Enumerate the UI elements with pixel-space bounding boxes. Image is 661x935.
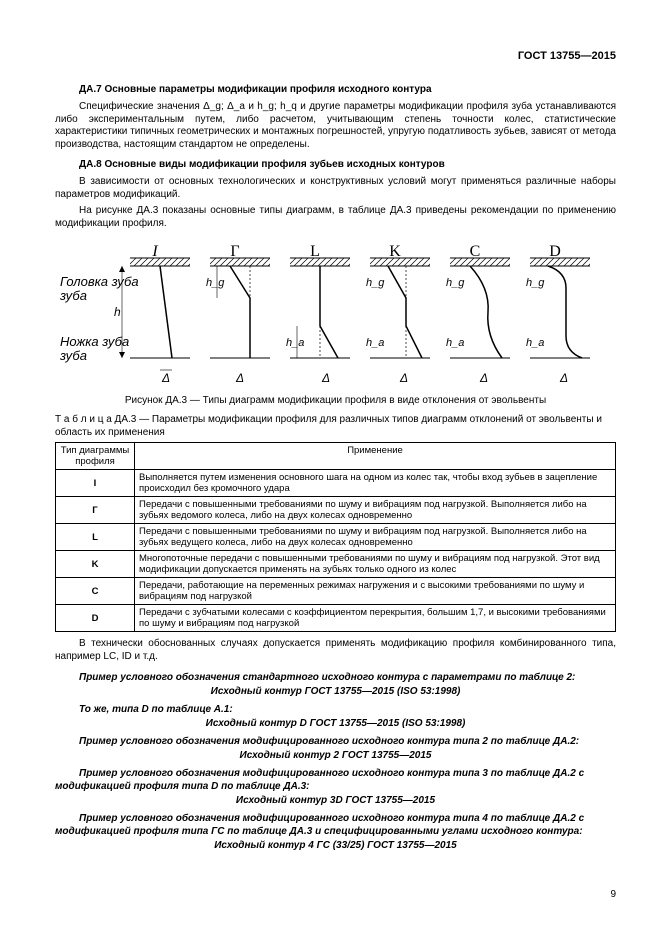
example-designation: Исходный контур 3D ГОСТ 13755—2015 (55, 795, 616, 806)
section-da7-para: Специфические значения Δ_g; Δ_a и h_g; h… (55, 101, 616, 151)
table-cell-type: D (56, 605, 135, 632)
sym-h: h (114, 305, 121, 319)
figure-da3: Головка зуба зуба Ножка зуба зуба I (55, 238, 616, 406)
profile-diagrams-svg: Головка зуба зуба Ножка зуба зуба I (55, 238, 615, 388)
side-label-bottom: Ножка зуба (60, 334, 129, 349)
sym-hg-1: h_g (206, 277, 225, 289)
table-row: DПередачи с зубчатыми колесами с коэффиц… (56, 605, 616, 632)
table-cell-application: Передачи с повышенными требованиями по ш… (135, 524, 616, 551)
table-cell-type: K (56, 551, 135, 578)
profile-letter-K: K (389, 243, 401, 260)
profile-letter-D: D (549, 243, 561, 260)
table-cell-type: C (56, 578, 135, 605)
example-heading: Пример условного обозначения модифициров… (55, 767, 616, 793)
profile-letter-I: I (151, 243, 158, 260)
sym-ha-1: h_a (286, 337, 304, 349)
page-number: 9 (610, 889, 616, 900)
example-heading: Пример условного обозначения модифициров… (55, 812, 616, 838)
examples-block: Пример условного обозначения стандартног… (55, 671, 616, 851)
figure-caption: Рисунок ДА.3 — Типы диаграмм модификации… (55, 395, 616, 406)
table-row: KМногопоточные передачи с повышенными тр… (56, 551, 616, 578)
sym-delta-4: Δ (399, 371, 408, 385)
table-cell-application: Передачи с зубчатыми колесами с коэффици… (135, 605, 616, 632)
table-cell-type: I (56, 470, 135, 497)
table-row: IВыполняется путем изменения основного ш… (56, 470, 616, 497)
table-cell-application: Многопоточные передачи с повышенными тре… (135, 551, 616, 578)
profile-letter-G: Г (230, 243, 239, 260)
table-caption: Т а б л и ц а ДА.3 — Параметры модификац… (55, 414, 616, 439)
sym-delta-3: Δ (321, 371, 330, 385)
side-label-top-2: зуба (59, 288, 87, 303)
table-row: CПередачи, работающие на переменных режи… (56, 578, 616, 605)
table-cell-application: Выполняется путем изменения основного ша… (135, 470, 616, 497)
sym-ha-2: h_a (366, 337, 384, 349)
section-da7-heading: ДА.7 Основные параметры модификации проф… (55, 84, 616, 95)
sym-ha-4: h_a (526, 337, 544, 349)
sym-delta-2: Δ (235, 371, 244, 385)
table-cell-application: Передачи с повышенными требованиями по ш… (135, 497, 616, 524)
example-designation: Исходный контур 2 ГОСТ 13755—2015 (55, 750, 616, 761)
example-heading: То же, типа D по таблице A.1: (55, 703, 616, 716)
sym-delta-1: Δ (161, 371, 170, 385)
sym-hg-2: h_g (366, 277, 385, 289)
section-da8-heading: ДА.8 Основные виды модификации профиля з… (55, 159, 616, 170)
section-da8-para-1: В зависимости от основных технологически… (55, 176, 616, 201)
sym-delta-5: Δ (479, 371, 488, 385)
side-label-top: Головка зуба (60, 274, 139, 289)
table-header-type: Тип диаграммы профиля (56, 443, 135, 470)
section-da8-para-2: На рисунке ДА.3 показаны основные типы д… (55, 205, 616, 230)
table-header-application: Применение (135, 443, 616, 470)
table-cell-type: Г (56, 497, 135, 524)
example-designation: Исходный контур D ГОСТ 13755—2015 (ISO 5… (55, 718, 616, 729)
example-designation: Исходный контур ГОСТ 13755—2015 (ISO 53:… (55, 686, 616, 697)
example-heading: Пример условного обозначения модифициров… (55, 735, 616, 748)
sym-hg-3: h_g (446, 277, 465, 289)
sym-delta-6: Δ (559, 371, 568, 385)
table-cell-type: L (56, 524, 135, 551)
table-row: ГПередачи с повышенными требованиями по … (56, 497, 616, 524)
table-row: LПередачи с повышенными требованиями по … (56, 524, 616, 551)
table-cell-application: Передачи, работающие на переменных режим… (135, 578, 616, 605)
sym-hg-4: h_g (526, 277, 545, 289)
profile-letter-L: L (310, 243, 320, 260)
side-label-bottom-2: зуба (59, 348, 87, 363)
sym-ha-3: h_a (446, 337, 464, 349)
example-heading: Пример условного обозначения стандартног… (55, 671, 616, 684)
document-header: ГОСТ 13755—2015 (55, 50, 616, 62)
after-table-para: В технически обоснованных случаях допуск… (55, 638, 616, 663)
profile-table: Тип диаграммы профиля Применение IВыполн… (55, 442, 616, 632)
profile-letter-C: C (470, 243, 481, 260)
example-designation: Исходный контур 4 ГС (33/25) ГОСТ 13755—… (55, 840, 616, 851)
